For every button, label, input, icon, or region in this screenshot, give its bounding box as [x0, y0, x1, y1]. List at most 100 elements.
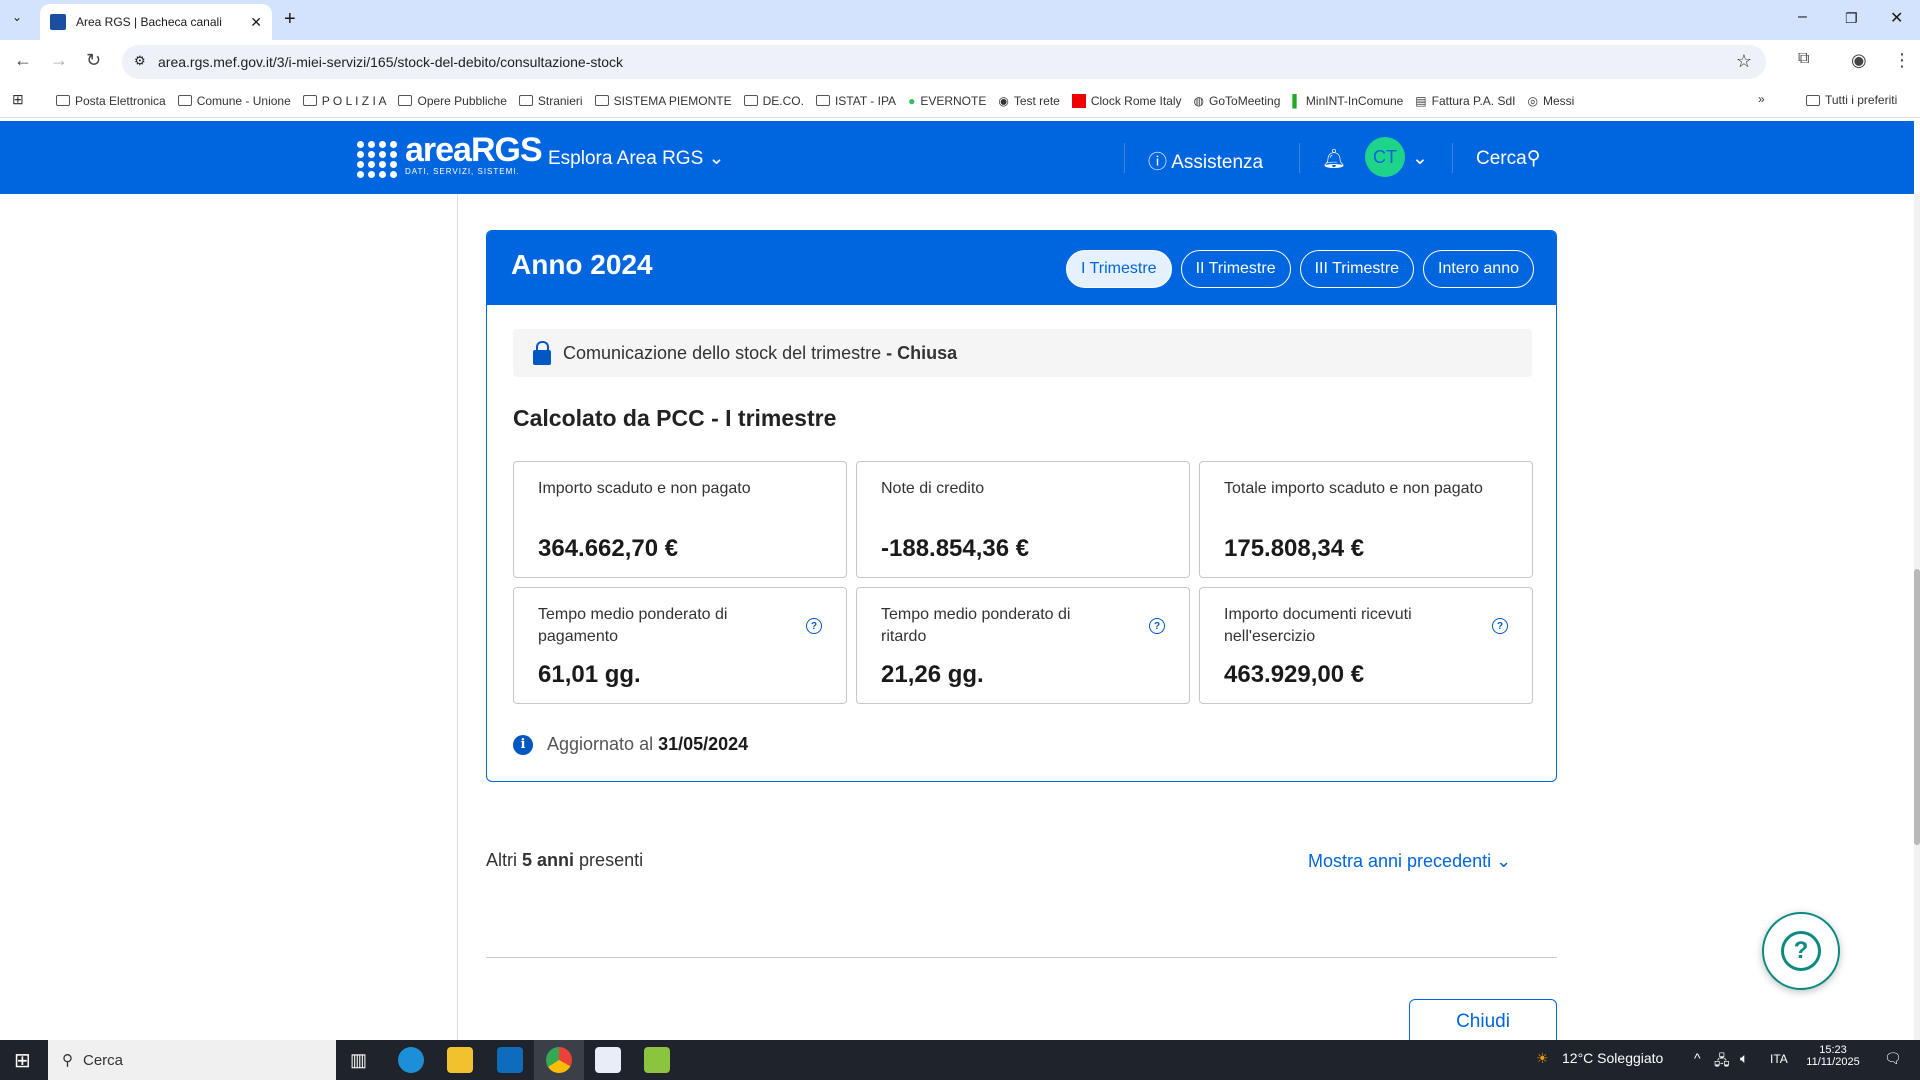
forward-icon[interactable]: →	[50, 50, 68, 70]
profile-icon[interactable]: ◉	[1851, 50, 1867, 70]
metric-box: Importo documenti ricevuti nell'esercizi…	[1199, 587, 1533, 704]
bookmark-item[interactable]: Stranieri	[518, 93, 583, 108]
bookmark-item[interactable]: Comune - Unione	[177, 94, 291, 108]
all-bookmarks[interactable]: Tutti i preferiti	[1806, 93, 1897, 107]
bookmark-item[interactable]: Clock Rome Italy	[1071, 93, 1182, 108]
scrollbar-thumb[interactable]	[1914, 569, 1920, 845]
bookmarks-list: Posta Elettronica Comune - Unione P O L …	[56, 83, 1746, 118]
bookmark-item[interactable]: ● EVERNOTE	[908, 94, 986, 108]
divider	[1124, 143, 1125, 173]
quarter-tabs: I Trimestre II Trimestre III Trimestre I…	[1066, 250, 1534, 288]
bookmark-item[interactable]: DE.CO.	[743, 94, 804, 108]
metric-label: Totale importo scaduto e non pagato	[1224, 480, 1483, 497]
bookmark-label: Messi	[1542, 93, 1575, 108]
info-icon: i	[513, 734, 533, 755]
bookmark-label: Fattura P.A. SdI	[1431, 93, 1516, 108]
weather-text[interactable]: 12°C Soleggiato	[1562, 1050, 1664, 1066]
other-years-prefix: Altri	[486, 850, 517, 870]
browser-tab[interactable]: Area RGS | Bacheca canali ✕	[40, 4, 272, 40]
user-menu-chevron-icon[interactable]: ⌄	[1412, 148, 1428, 169]
bookmark-item[interactable]: Posta Elettronica	[56, 94, 166, 108]
window-close-icon[interactable]: ✕	[1890, 10, 1904, 27]
tray-chevron-icon[interactable]: ^	[1694, 1050, 1701, 1066]
bookmark-label: P O L I Z I A	[321, 93, 387, 108]
tab-i-trimestre[interactable]: I Trimestre	[1066, 250, 1172, 288]
network-icon[interactable]: 🖧︎	[1714, 1052, 1730, 1068]
divider	[1452, 143, 1453, 173]
question-icon[interactable]: ?	[1149, 618, 1165, 634]
other-years-suffix: presenti	[579, 850, 644, 870]
messi-icon: ◎	[1527, 93, 1538, 108]
tab-iii-trimestre[interactable]: III Trimestre	[1299, 250, 1415, 288]
explore-menu[interactable]: Esplora Area RGS ⌄	[548, 147, 724, 170]
metric-label: Tempo medio ponderato di ritardo	[881, 606, 1071, 645]
close-tab-icon[interactable]: ✕	[250, 13, 262, 30]
bookmark-item[interactable]: ▤ Fattura P.A. SdI	[1415, 94, 1515, 108]
more-bookmarks-icon[interactable]: »	[1758, 92, 1765, 106]
tab-intero-anno[interactable]: Intero anno	[1423, 250, 1534, 288]
chevron-down-icon: ⌄	[1496, 851, 1512, 871]
bookmark-item[interactable]: ◎ Messi	[1527, 94, 1574, 108]
restore-icon[interactable]: ❐	[1845, 10, 1858, 26]
show-previous-years-button[interactable]: Mostra anni precedenti ⌄	[1308, 851, 1511, 872]
divider	[1299, 143, 1300, 173]
bookmark-label: EVERNOTE	[920, 93, 987, 108]
search-icon: ⚲	[1526, 148, 1541, 169]
question-icon[interactable]: ?	[1492, 618, 1508, 634]
url-text: area.rgs.mef.gov.it/3/i-miei-servizi/165…	[158, 54, 624, 70]
section-title: Calcolato da PCC - I trimestre	[513, 405, 837, 431]
close-button[interactable]: Chiudi	[1409, 999, 1557, 1045]
notifications-icon[interactable]: 🗨︎	[1884, 1050, 1902, 1066]
reload-icon[interactable]: ↻	[86, 50, 102, 70]
bookmark-item[interactable]: ▌ MinINT-InComune	[1292, 94, 1403, 108]
chevron-down-icon: ⌄	[708, 148, 725, 169]
task-view-icon[interactable]: ▥	[350, 1050, 368, 1070]
url-input[interactable]: ⚙ area.rgs.mef.gov.it/3/i-miei-servizi/1…	[122, 45, 1766, 79]
bookmark-item[interactable]: Opere Pubbliche	[398, 93, 507, 108]
menu-icon[interactable]: ⋮	[1893, 50, 1911, 70]
time: 15:23	[1819, 1044, 1847, 1056]
help-circle-icon: ⓘ	[1148, 152, 1168, 173]
app-icon[interactable]	[644, 1047, 670, 1073]
volume-muted-icon[interactable]: 🔈︎	[1740, 1050, 1749, 1066]
tab-ii-trimestre[interactable]: II Trimestre	[1180, 250, 1291, 288]
updated-date: 31/05/2024	[658, 734, 749, 754]
help-button[interactable]: ?	[1762, 912, 1840, 990]
site-settings-icon[interactable]: ⚙	[134, 53, 146, 68]
bookmark-item[interactable]: ISTAT - IPA	[815, 94, 896, 108]
bookmark-item[interactable]: ◉ Test rete	[998, 94, 1060, 108]
outlook-icon[interactable]	[497, 1047, 523, 1073]
chrome-icon[interactable]	[546, 1047, 572, 1073]
windows-start-icon[interactable]: ⊞	[14, 1050, 31, 1072]
bookmarks-bar: ⊞ Posta Elettronica Comune - Unione P O …	[0, 83, 1920, 118]
assistance-label: Assistenza	[1171, 152, 1264, 173]
assistance-link[interactable]: ⓘ Assistenza	[1148, 147, 1263, 174]
question-circle-icon: ?	[1781, 931, 1821, 971]
site-logo[interactable]: areaRGS DATI, SERVIZI, SISTEMI.	[405, 133, 543, 177]
back-icon[interactable]: ←	[14, 50, 32, 70]
evernote-icon: ●	[908, 93, 916, 108]
bookmark-label: Stranieri	[537, 93, 583, 108]
metric-value: 463.929,00 €	[1224, 661, 1365, 688]
clock[interactable]: 15:23 11/11/2025	[1802, 1044, 1864, 1068]
search-button[interactable]: Cerca⚲	[1476, 147, 1541, 170]
file-explorer-icon[interactable]	[447, 1047, 473, 1073]
minimize-icon[interactable]: –	[1798, 8, 1807, 25]
bookmark-item[interactable]: SISTEMA PIEMONTE	[594, 94, 732, 108]
bookmark-item[interactable]: ◍ GoToMeeting	[1194, 94, 1281, 108]
avatar[interactable]: CT	[1365, 137, 1405, 177]
bookmark-label: Opere Pubbliche	[417, 93, 507, 108]
edge-icon[interactable]	[398, 1047, 424, 1073]
taskbar-search[interactable]: ⚲ Cerca	[48, 1040, 336, 1080]
bell-icon[interactable]: 🔔︎	[1322, 149, 1347, 170]
tab-list-chevron-icon[interactable]: ⌄	[12, 10, 23, 24]
bookmark-item[interactable]: P O L I Z I A	[302, 93, 387, 108]
question-icon[interactable]: ?	[806, 618, 822, 634]
app-icon[interactable]	[595, 1047, 621, 1073]
language-indicator[interactable]: ITA	[1770, 1052, 1788, 1066]
new-tab-icon[interactable]: +	[284, 8, 296, 30]
bookmark-label: Clock Rome Italy	[1090, 93, 1182, 108]
bookmark-star-icon[interactable]: ☆	[1735, 51, 1752, 71]
extensions-icon[interactable]: ⧉	[1798, 50, 1810, 67]
apps-icon[interactable]: ⊞	[12, 91, 24, 107]
